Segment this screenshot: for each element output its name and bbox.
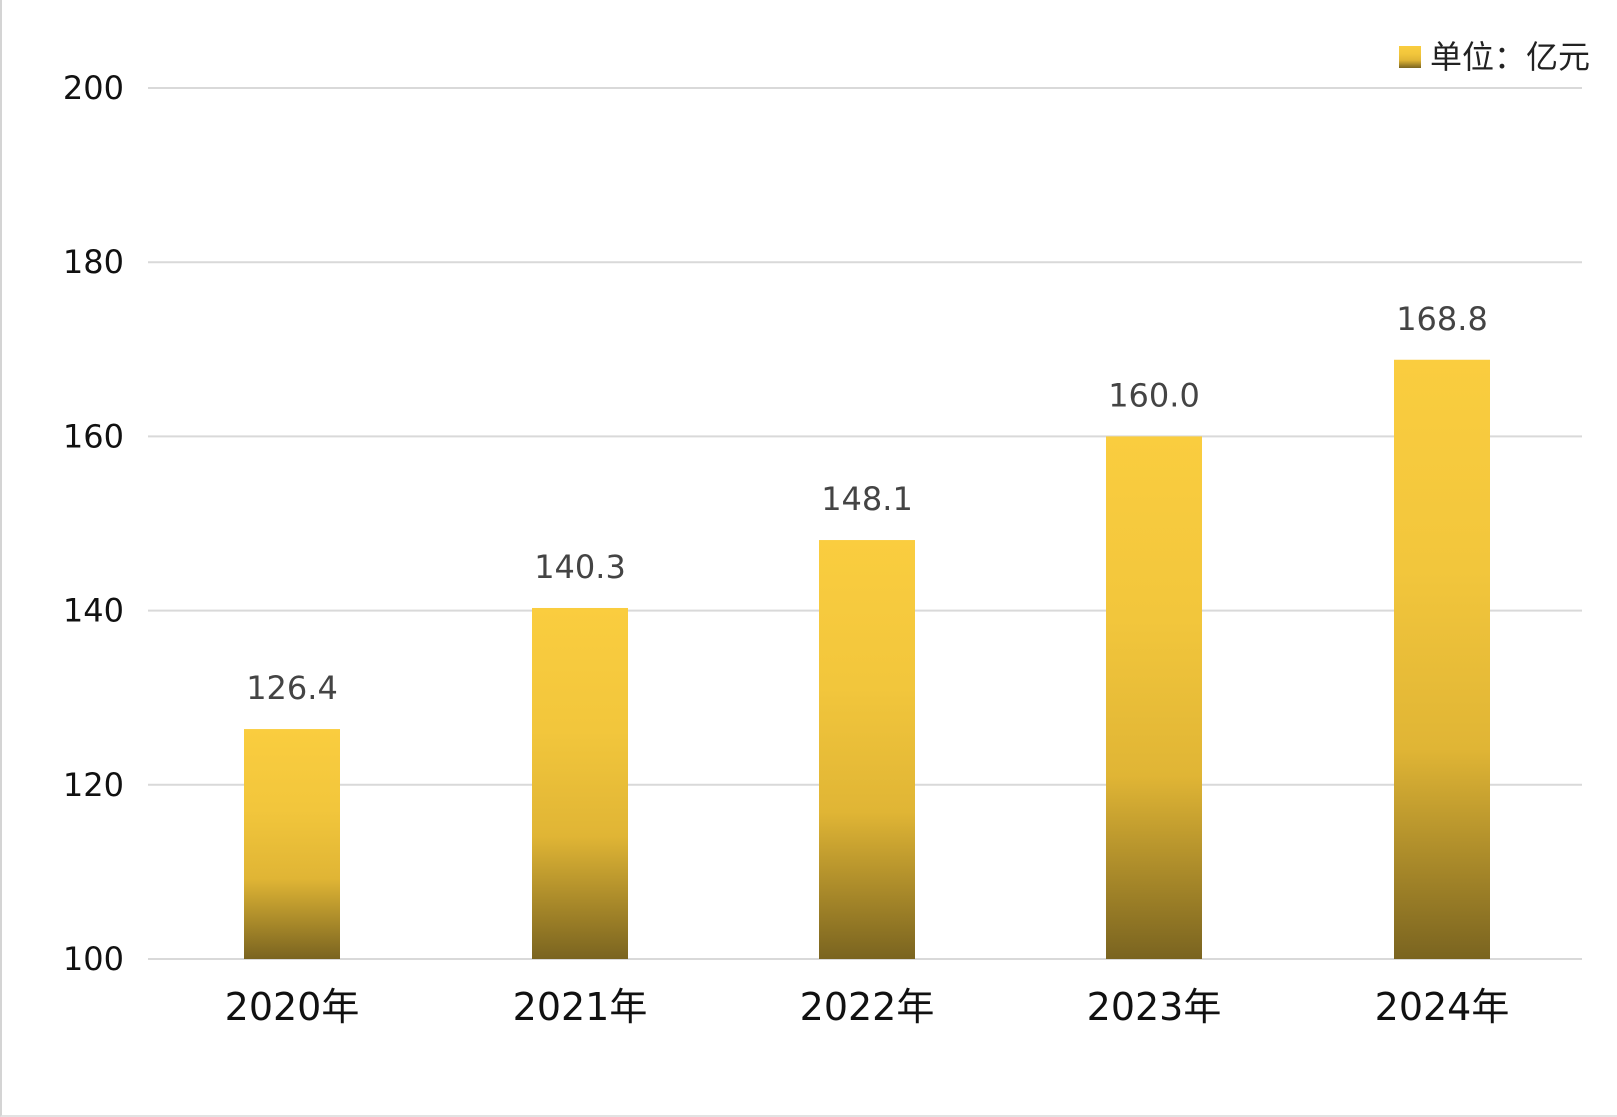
bar-2021年 — [532, 607, 628, 959]
bar-2020年 — [244, 729, 340, 959]
bar-2023年 — [1106, 436, 1202, 959]
y-tick-label: 160 — [63, 417, 124, 455]
data-label: 126.4 — [246, 669, 338, 707]
x-tick-label: 2023年 — [1087, 985, 1222, 1029]
x-tick-label: 2021年 — [513, 985, 648, 1029]
x-axis-tick-labels: 2020年 2021年 2022年 2023年 2024年 — [225, 985, 1510, 1029]
data-label: 148.1 — [821, 480, 913, 518]
y-axis-tick-labels: 100 120 140 160 180 200 — [63, 69, 124, 978]
x-tick-label: 2024年 — [1375, 985, 1510, 1029]
legend: 单位：亿元 — [1399, 38, 1590, 76]
legend-label: 单位：亿元 — [1430, 38, 1590, 76]
bars — [244, 359, 1490, 959]
x-tick-label: 2020年 — [225, 985, 360, 1029]
y-tick-label: 140 — [63, 592, 124, 630]
y-tick-label: 200 — [63, 69, 124, 107]
y-tick-label: 100 — [63, 940, 124, 978]
data-label: 168.8 — [1396, 300, 1488, 338]
bar-2022年 — [819, 540, 915, 959]
data-label: 140.3 — [534, 548, 626, 586]
x-tick-label: 2022年 — [800, 985, 935, 1029]
data-label: 160.0 — [1108, 376, 1200, 414]
data-labels: 126.4 140.3 148.1 160.0 168.8 — [246, 300, 1488, 707]
bar-2024年 — [1394, 359, 1490, 959]
y-tick-label: 120 — [63, 766, 124, 804]
y-tick-label: 180 — [63, 243, 124, 281]
legend-swatch — [1399, 46, 1421, 68]
